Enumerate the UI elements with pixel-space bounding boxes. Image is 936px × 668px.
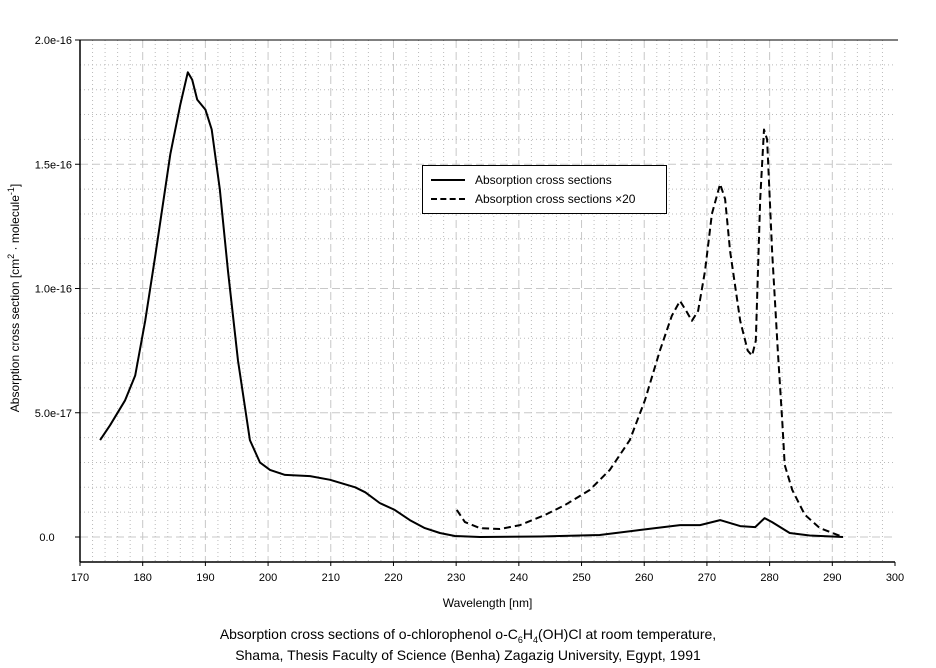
y-tick-label: 1.0e-16	[35, 284, 72, 296]
legend-solid-swatch	[431, 179, 465, 181]
x-tick-label: 180	[134, 572, 152, 584]
y-axis-label: Absorption cross section [cm2 · molecule…	[6, 184, 22, 412]
y-tick-label: 1.5e-16	[35, 159, 72, 171]
legend-dashed-swatch	[431, 198, 465, 200]
x-tick-label: 260	[635, 572, 653, 584]
x-tick-label: 240	[510, 572, 528, 584]
x-tick-label: 200	[259, 572, 277, 584]
x-tick-label: 270	[698, 572, 716, 584]
x-tick-label: 300	[886, 572, 904, 584]
y-label-sup: -1	[6, 187, 16, 196]
caption-line-2: Shama, Thesis Faculty of Science (Benha)…	[235, 647, 701, 663]
caption-line-1: Absorption cross sections of o-chlorophe…	[0, 626, 936, 645]
legend-label: Absorption cross sections ×20	[475, 192, 636, 206]
x-tick-label: 230	[447, 572, 465, 584]
caption-text: Absorption cross sections of o-chlorophe…	[219, 626, 518, 642]
legend: Absorption cross sections Absorption cro…	[422, 165, 667, 214]
y-label-text: · molecule	[8, 195, 22, 254]
y-label-text: Absorption cross section [cm	[8, 258, 22, 413]
x-tick-label: 190	[196, 572, 214, 584]
x-tick-label: 290	[823, 572, 841, 584]
x-axis-label: Wavelength [nm]	[443, 596, 533, 610]
x-tick-label: 170	[71, 572, 89, 584]
caption-text: H	[522, 626, 533, 642]
legend-item-dashed: Absorption cross sections ×20	[431, 192, 635, 206]
x-tick-label: 280	[760, 572, 778, 584]
caption-text: (OH)Cl at room temperature,	[538, 626, 717, 642]
x-tick-label: 210	[322, 572, 340, 584]
y-label-text: ]	[8, 183, 22, 188]
series-line-cross-section	[99, 71, 844, 538]
x-tick-label: 250	[572, 572, 590, 584]
x-tick-label: 220	[384, 572, 402, 584]
y-tick-label: 0.0	[39, 532, 54, 544]
y-tick-label: 2.0e-16	[35, 35, 72, 47]
caption-sub: 6	[517, 634, 523, 645]
y-tick-label: 5.0e-17	[35, 408, 72, 420]
y-label-sup: 2	[6, 253, 16, 259]
series-line-x20	[455, 128, 844, 538]
caption-sub: 4	[533, 634, 539, 645]
legend-item-solid: Absorption cross sections	[431, 173, 612, 187]
legend-label: Absorption cross sections	[475, 173, 612, 187]
